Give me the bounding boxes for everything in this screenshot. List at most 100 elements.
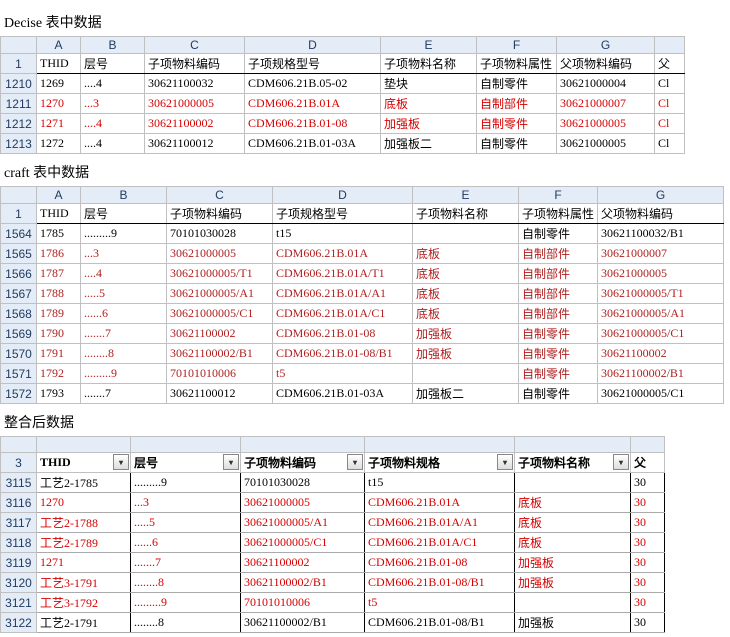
data-cell[interactable]: 加强板: [413, 324, 519, 344]
data-cell[interactable]: 自制零件: [477, 134, 557, 154]
row-number[interactable]: 1566: [1, 264, 37, 284]
data-cell[interactable]: 加强板二: [413, 384, 519, 404]
filter-dropdown-icon[interactable]: ▾: [113, 454, 129, 470]
filter-header[interactable]: THID▾: [37, 453, 131, 473]
data-cell[interactable]: 自制零件: [519, 364, 598, 384]
data-cell[interactable]: 加强板二: [381, 134, 477, 154]
col-letter[interactable]: G: [598, 187, 724, 204]
col-letter[interactable]: [131, 437, 241, 453]
data-cell[interactable]: 底板: [381, 94, 477, 114]
data-cell[interactable]: 30621000005/C1: [598, 384, 724, 404]
row-number[interactable]: 1571: [1, 364, 37, 384]
data-cell[interactable]: .........9: [131, 473, 241, 493]
data-cell[interactable]: 1788: [37, 284, 81, 304]
data-cell[interactable]: 30: [631, 553, 665, 573]
data-cell[interactable]: 自制零件: [477, 114, 557, 134]
row-number[interactable]: 1570: [1, 344, 37, 364]
col-letter[interactable]: D: [245, 37, 381, 54]
data-cell[interactable]: 70101030028: [167, 224, 273, 244]
data-cell[interactable]: 30621100002/B1: [241, 573, 365, 593]
data-cell[interactable]: 1271: [37, 114, 81, 134]
data-cell[interactable]: Cl: [655, 94, 685, 114]
data-cell[interactable]: 底板: [515, 533, 631, 553]
header-cell[interactable]: 子项规格型号: [273, 204, 413, 224]
col-letter[interactable]: G: [557, 37, 655, 54]
header-cell[interactable]: 子项物料属性: [477, 54, 557, 74]
data-cell[interactable]: 30: [631, 573, 665, 593]
row-number[interactable]: 3119: [1, 553, 37, 573]
data-cell[interactable]: 30621000007: [557, 94, 655, 114]
row-number[interactable]: 1213: [1, 134, 37, 154]
row-number[interactable]: 3122: [1, 613, 37, 633]
data-cell[interactable]: 加强板: [515, 553, 631, 573]
data-cell[interactable]: 加强板: [515, 613, 631, 633]
data-cell[interactable]: 自制部件: [519, 264, 598, 284]
header-cell[interactable]: 子项物料名称: [413, 204, 519, 224]
col-letter[interactable]: [655, 37, 685, 54]
data-cell[interactable]: 1270: [37, 94, 81, 114]
data-cell[interactable]: 工艺2-1789: [37, 533, 131, 553]
data-cell[interactable]: CDM606.21B.01-08/B1: [273, 344, 413, 364]
data-cell[interactable]: 1270: [37, 493, 131, 513]
data-cell[interactable]: CDM606.21B.01-08: [273, 324, 413, 344]
data-cell[interactable]: 1790: [37, 324, 81, 344]
data-cell[interactable]: 30621100032: [145, 74, 245, 94]
row-number[interactable]: 1569: [1, 324, 37, 344]
col-letter[interactable]: C: [167, 187, 273, 204]
row-number[interactable]: 1210: [1, 74, 37, 94]
data-cell[interactable]: 1793: [37, 384, 81, 404]
header-cell[interactable]: 父项物料编码: [557, 54, 655, 74]
row-number[interactable]: 3115: [1, 473, 37, 493]
data-cell[interactable]: 30621000005/C1: [167, 304, 273, 324]
data-cell[interactable]: CDM606.21B.01A/A1: [365, 513, 515, 533]
data-cell[interactable]: 30621100002/B1: [598, 364, 724, 384]
data-cell[interactable]: ........8: [131, 613, 241, 633]
data-cell[interactable]: Cl: [655, 114, 685, 134]
data-cell[interactable]: .......7: [131, 553, 241, 573]
data-cell[interactable]: ....4: [81, 114, 145, 134]
col-letter[interactable]: A: [37, 187, 81, 204]
filter-dropdown-icon[interactable]: ▾: [223, 454, 239, 470]
row-number[interactable]: 1568: [1, 304, 37, 324]
data-cell[interactable]: 1271: [37, 553, 131, 573]
data-cell[interactable]: 工艺3-1791: [37, 573, 131, 593]
data-cell[interactable]: t15: [273, 224, 413, 244]
data-cell[interactable]: 1791: [37, 344, 81, 364]
col-letter[interactable]: F: [477, 37, 557, 54]
row-number[interactable]: 3118: [1, 533, 37, 553]
header-cell[interactable]: 子项物料编码: [145, 54, 245, 74]
data-cell[interactable]: CDM606.21B.01A/C1: [365, 533, 515, 553]
data-cell[interactable]: 自制部件: [519, 244, 598, 264]
data-cell[interactable]: CDM606.21B.01A: [365, 493, 515, 513]
data-cell[interactable]: CDM606.21B.01A: [273, 244, 413, 264]
data-cell[interactable]: 加强板: [515, 573, 631, 593]
header-cell[interactable]: 子项物料名称: [381, 54, 477, 74]
data-cell[interactable]: CDM606.21B.01A/A1: [273, 284, 413, 304]
col-letter[interactable]: [631, 437, 665, 453]
col-letter[interactable]: A: [37, 37, 81, 54]
data-cell[interactable]: 1272: [37, 134, 81, 154]
data-cell[interactable]: 1786: [37, 244, 81, 264]
header-cell[interactable]: THID: [37, 54, 81, 74]
col-letter[interactable]: E: [413, 187, 519, 204]
data-cell[interactable]: 30: [631, 593, 665, 613]
data-cell[interactable]: 30621000005/C1: [241, 533, 365, 553]
data-cell[interactable]: 自制零件: [519, 384, 598, 404]
data-cell[interactable]: 1785: [37, 224, 81, 244]
data-cell[interactable]: .........9: [131, 593, 241, 613]
col-letter[interactable]: F: [519, 187, 598, 204]
data-cell[interactable]: CDM606.21B.01A/C1: [273, 304, 413, 324]
data-cell[interactable]: 工艺2-1791: [37, 613, 131, 633]
filter-dropdown-icon[interactable]: ▾: [613, 454, 629, 470]
data-cell[interactable]: ........8: [81, 344, 167, 364]
data-cell[interactable]: 30621100002/B1: [167, 344, 273, 364]
row-number[interactable]: 3121: [1, 593, 37, 613]
data-cell[interactable]: 自制零件: [519, 224, 598, 244]
data-cell[interactable]: ....4: [81, 74, 145, 94]
data-cell[interactable]: ......6: [81, 304, 167, 324]
data-cell[interactable]: 工艺3-1792: [37, 593, 131, 613]
data-cell[interactable]: ...3: [131, 493, 241, 513]
col-letter[interactable]: C: [145, 37, 245, 54]
data-cell[interactable]: 底板: [413, 264, 519, 284]
data-cell[interactable]: [413, 364, 519, 384]
